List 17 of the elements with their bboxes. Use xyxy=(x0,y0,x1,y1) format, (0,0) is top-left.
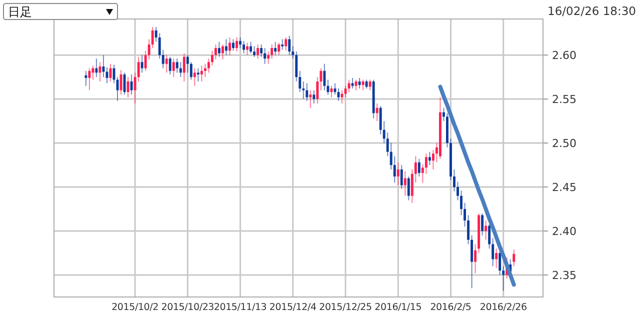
y-tick-label: 2.40 xyxy=(552,225,576,238)
x-tick-label: 2015/12/25 xyxy=(319,302,372,313)
x-tick-label: 2015/10/23 xyxy=(161,302,214,313)
x-tick-label: 2016/2/5 xyxy=(430,302,472,313)
x-tick-label: 2016/2/26 xyxy=(480,302,527,313)
y-tick-label: 2.55 xyxy=(552,93,576,106)
line-series xyxy=(438,84,516,287)
y-tick-label: 2.60 xyxy=(552,49,576,62)
x-tick-label: 2016/1/15 xyxy=(374,302,422,313)
text: 日足 xyxy=(8,5,32,19)
y-tick-label: 2.50 xyxy=(552,137,576,150)
x-tick-label: 2015/12/4 xyxy=(269,302,316,313)
y-tick-label: 2.35 xyxy=(552,269,576,282)
x-tick-label: 2015/11/13 xyxy=(214,302,267,313)
y-tick-label: 2.45 xyxy=(552,181,576,194)
x-tick-label: 2015/10/2 xyxy=(112,302,159,313)
text: 16/02/26 18:30 xyxy=(548,4,636,18)
